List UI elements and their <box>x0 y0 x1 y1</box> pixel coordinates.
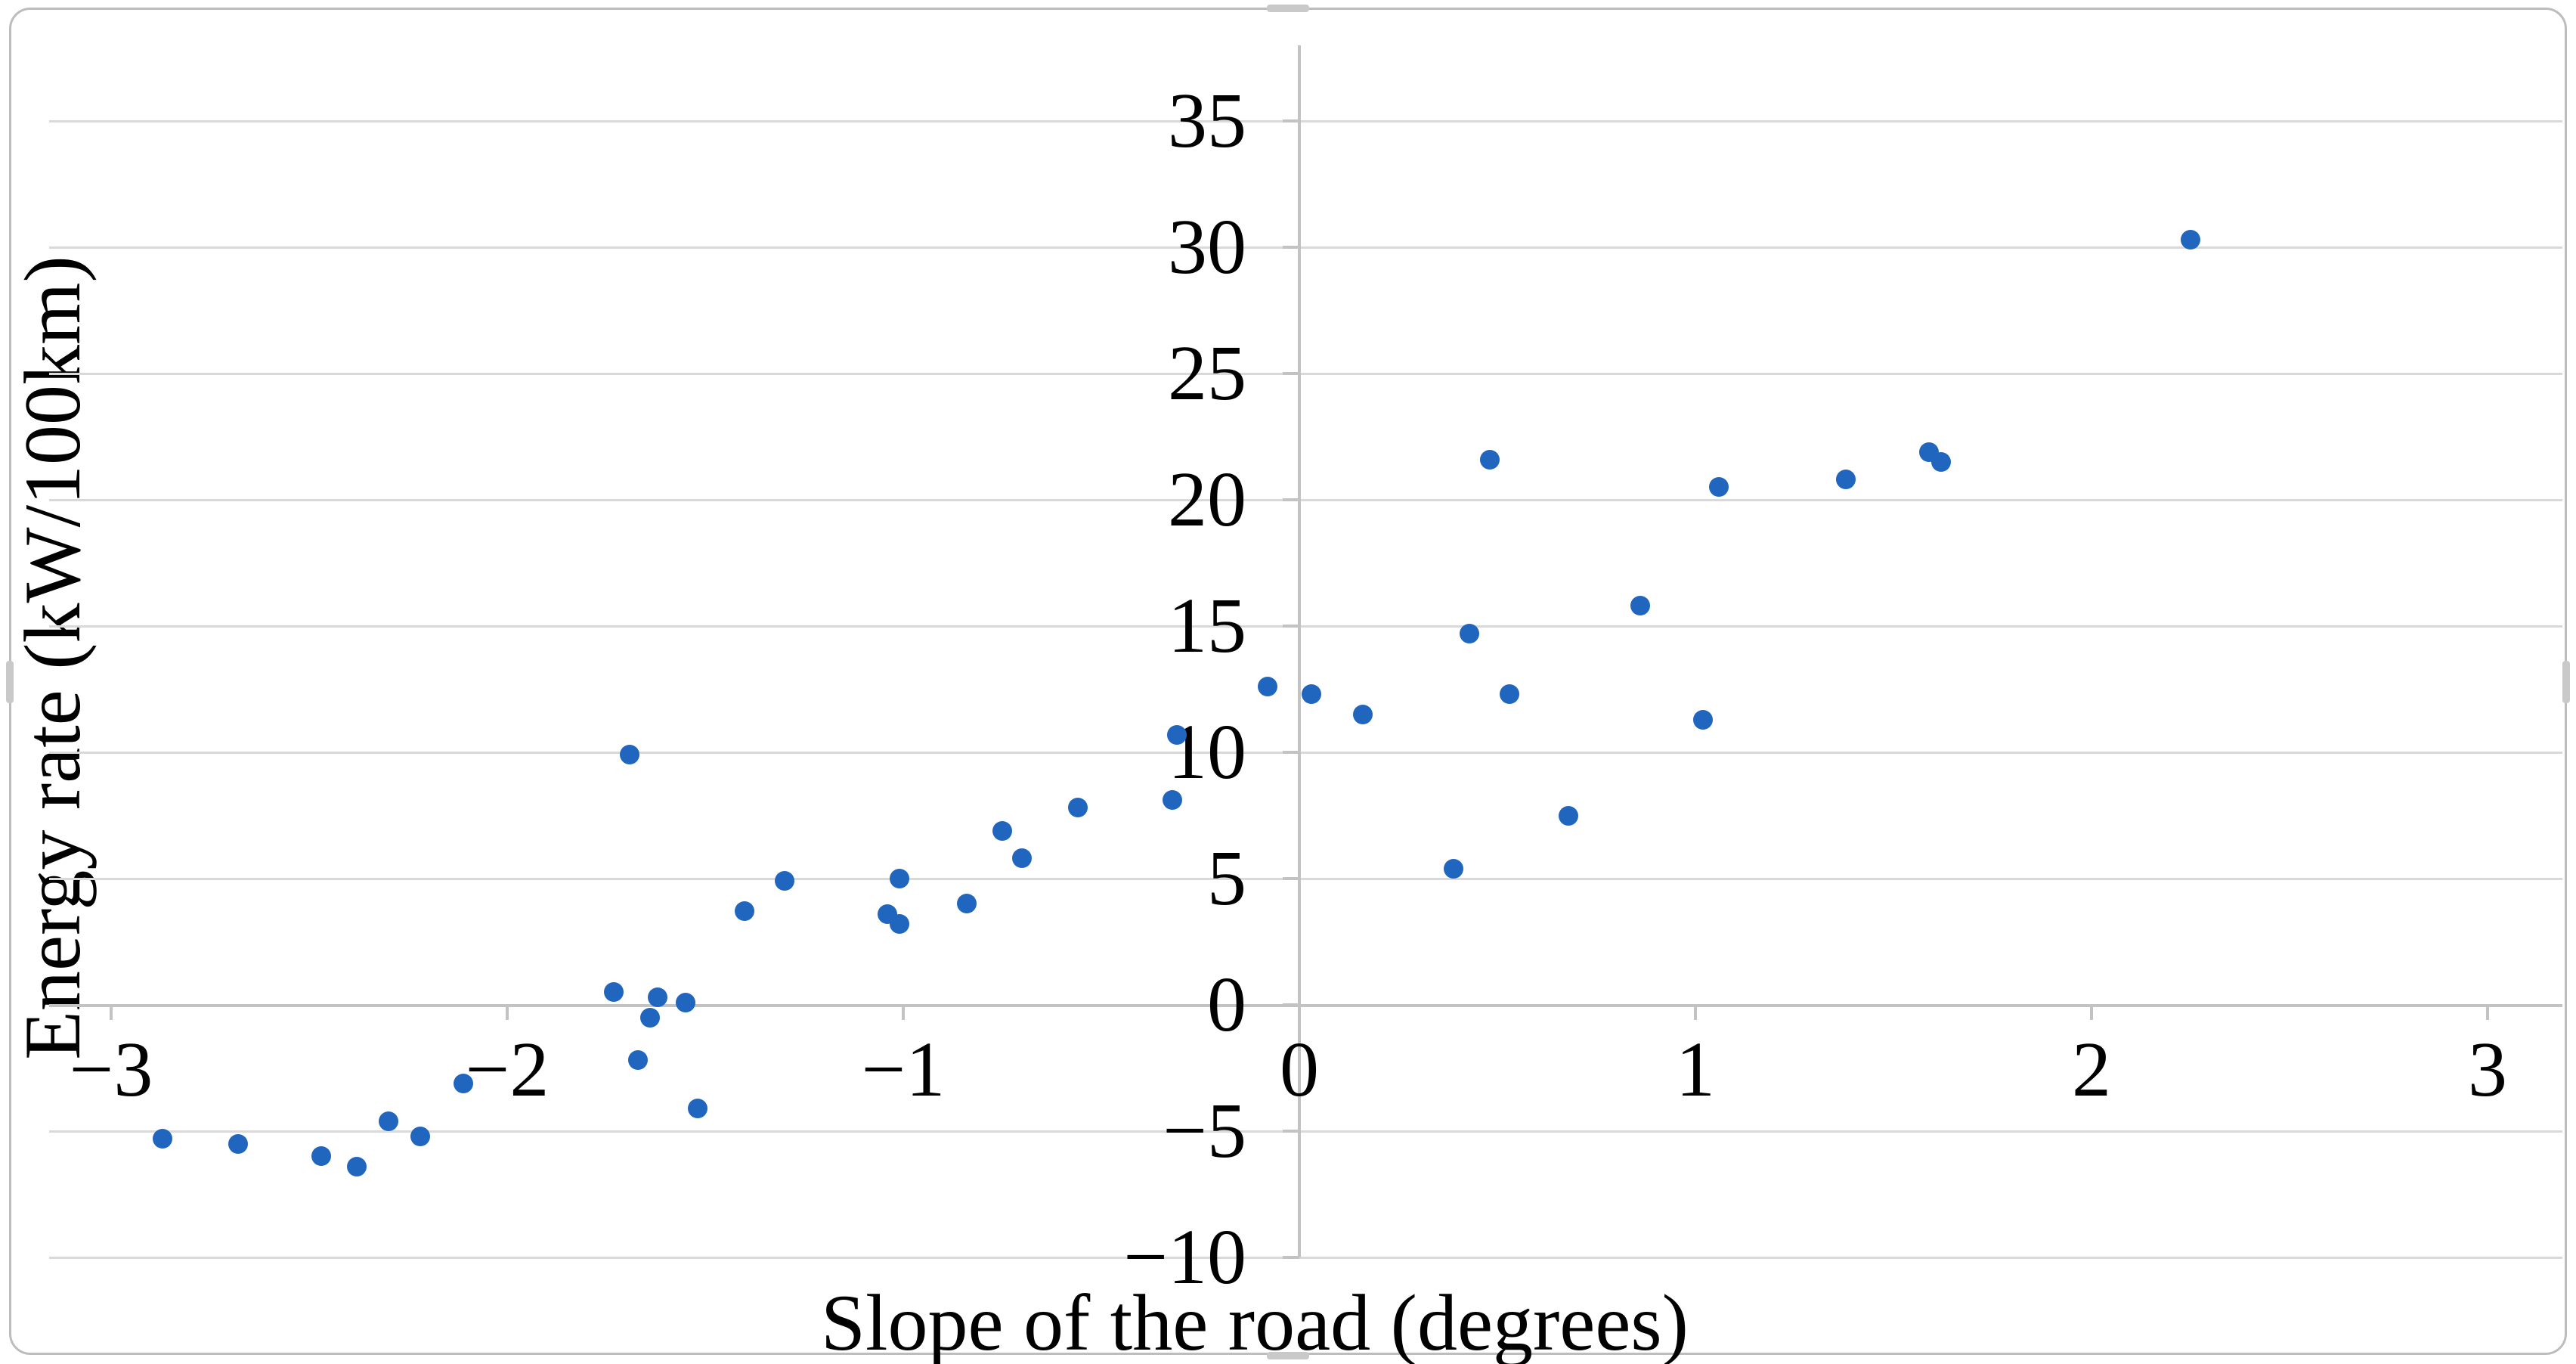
data-point-30 <box>1479 449 1500 470</box>
data-point-25 <box>1258 677 1278 697</box>
y-axis-tick-15 <box>1283 625 1299 628</box>
x-axis-tick-2 <box>2090 1005 2093 1020</box>
gridline-y-15 <box>49 625 2562 628</box>
data-point-3 <box>346 1156 367 1176</box>
chart-outer-border <box>9 8 2567 1355</box>
gridline-y-10 <box>49 752 2562 754</box>
gridline-y-20 <box>49 499 2562 501</box>
data-point-21 <box>1012 848 1033 869</box>
y-tick-label-5: 5 <box>1207 835 1246 922</box>
x-axis-tick--1 <box>902 1005 905 1020</box>
data-point-31 <box>1499 684 1519 705</box>
y-axis-tick-10 <box>1283 751 1299 754</box>
y-tick-label-20: 20 <box>1168 456 1246 543</box>
data-point-18 <box>889 914 909 935</box>
y-tick-label-10: 10 <box>1168 708 1246 795</box>
data-point-35 <box>1709 477 1729 498</box>
selection-handle-top <box>1267 5 1309 12</box>
data-point-38 <box>1930 451 1951 472</box>
x-tick-label-0: 0 <box>1280 1026 1319 1113</box>
data-point-5 <box>410 1126 430 1146</box>
y-axis-tick-0 <box>1283 1003 1299 1006</box>
data-point-17 <box>889 869 909 888</box>
y-tick-label-30: 30 <box>1168 203 1246 290</box>
y-tick-label--10: −10 <box>1123 1214 1246 1300</box>
data-point-7 <box>604 982 624 1003</box>
x-axis-tick--2 <box>506 1005 509 1020</box>
data-point-15 <box>774 871 794 891</box>
x-axis-tick-3 <box>2486 1005 2489 1020</box>
x-axis-tick--3 <box>110 1005 113 1020</box>
x-axis-tick-1 <box>1694 1005 1697 1020</box>
gridline-y--5 <box>49 1130 2562 1133</box>
x-tick-label--1: −1 <box>861 1026 946 1113</box>
data-point-26 <box>1301 684 1321 705</box>
data-point-23 <box>1163 790 1183 811</box>
y-tick-label-35: 35 <box>1168 77 1246 164</box>
gridline-y-5 <box>49 878 2562 880</box>
y-tick-label-0: 0 <box>1207 961 1246 1048</box>
data-point-1 <box>228 1133 248 1154</box>
data-point-13 <box>687 1098 707 1118</box>
y-axis-tick--5 <box>1283 1130 1299 1133</box>
data-point-20 <box>992 820 1012 841</box>
data-point-24 <box>1166 724 1187 745</box>
y-tick-label-15: 15 <box>1168 582 1246 669</box>
x-axis-title: Slope of the road (degrees) <box>821 1279 1689 1364</box>
data-point-11 <box>648 987 668 1007</box>
selection-handle-left <box>6 661 14 703</box>
data-point-14 <box>735 901 755 922</box>
data-point-34 <box>1693 709 1714 730</box>
gridline-y-0 <box>49 1004 2562 1007</box>
data-point-0 <box>153 1129 173 1149</box>
gridline-y-35 <box>49 120 2562 122</box>
data-point-22 <box>1067 798 1088 818</box>
y-axis-tick-30 <box>1283 246 1299 249</box>
data-point-27 <box>1352 704 1373 724</box>
selection-handle-bottom <box>1267 1352 1309 1359</box>
data-point-19 <box>956 894 977 914</box>
y-axis-tick-20 <box>1283 498 1299 501</box>
data-point-9 <box>627 1050 648 1071</box>
gridline-y-30 <box>49 246 2562 249</box>
x-tick-label-2: 2 <box>2072 1026 2111 1113</box>
x-axis-tick-0 <box>1298 1005 1301 1020</box>
y-tick-label-25: 25 <box>1168 330 1246 417</box>
data-point-12 <box>675 992 695 1012</box>
data-point-2 <box>311 1146 331 1167</box>
gridline-y--10 <box>49 1257 2562 1259</box>
x-tick-label--2: −2 <box>465 1026 550 1113</box>
gridline-y-25 <box>49 373 2562 375</box>
y-axis-line <box>1298 45 1301 1257</box>
data-point-8 <box>620 745 640 765</box>
y-axis-tick--10 <box>1283 1256 1299 1259</box>
data-point-6 <box>454 1073 474 1093</box>
x-tick-label-1: 1 <box>1676 1026 1715 1113</box>
y-tick-label--5: −5 <box>1163 1087 1246 1174</box>
x-tick-label-3: 3 <box>2468 1026 2507 1113</box>
data-point-4 <box>378 1111 398 1131</box>
data-point-29 <box>1460 624 1480 644</box>
y-axis-tick-5 <box>1283 877 1299 880</box>
data-point-32 <box>1559 805 1579 826</box>
data-point-39 <box>2181 229 2200 250</box>
data-point-33 <box>1630 596 1650 616</box>
data-point-28 <box>1444 858 1464 879</box>
selection-handle-right <box>2562 661 2570 703</box>
data-point-10 <box>639 1007 660 1028</box>
x-tick-label--3: −3 <box>69 1026 153 1113</box>
y-axis-tick-35 <box>1283 119 1299 122</box>
y-axis-title: Energy rate (kW/100km) <box>8 256 97 1060</box>
data-point-36 <box>1836 470 1856 490</box>
y-axis-tick-25 <box>1283 372 1299 375</box>
